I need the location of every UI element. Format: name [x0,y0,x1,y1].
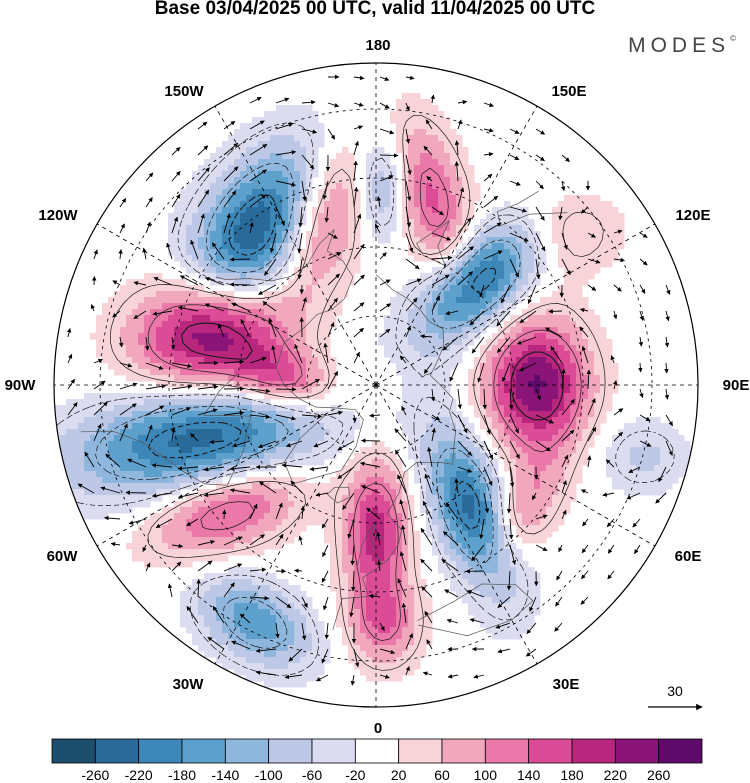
brand-logo: MODES© [628,34,736,58]
brand-name: MODES [628,34,731,57]
label-150w: 150W [164,83,204,100]
label-60w: 60W [47,548,79,565]
label-60e: 60E [675,548,702,565]
colorbar: -260 -220 -180 -140 -100 -60 -20 20 60 100 140 180 2… [51,738,703,783]
wind-vectors [66,74,673,686]
graticule [54,63,698,707]
label-90w: 90W [5,377,37,394]
contour-lines [54,114,675,676]
label-120e: 120E [675,207,710,224]
label-0: 0 [374,720,382,737]
map-title: Base 03/04/2025 00 UTC, valid 11/04/2025… [154,0,596,19]
label-30w: 30W [173,676,205,693]
label-150e: 150E [551,83,586,100]
label-180: 180 [365,37,390,54]
map-boundary [53,62,699,708]
label-120w: 120W [38,207,78,224]
reference-vector-label: 30 [667,683,683,699]
label-90e: 90E [723,377,750,394]
brand-mark: © [730,34,736,43]
label-30e: 30E [553,676,580,693]
